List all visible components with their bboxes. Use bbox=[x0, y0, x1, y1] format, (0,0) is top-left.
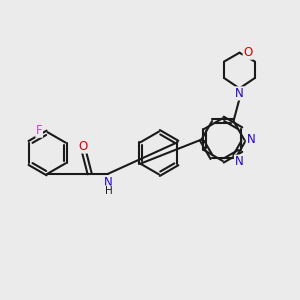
Text: F: F bbox=[36, 124, 42, 137]
Text: N: N bbox=[246, 133, 255, 146]
Text: N: N bbox=[235, 155, 243, 168]
Text: O: O bbox=[78, 140, 88, 153]
Text: H: H bbox=[105, 186, 112, 196]
Text: O: O bbox=[243, 46, 252, 59]
Text: N: N bbox=[235, 87, 244, 100]
Text: N: N bbox=[104, 176, 113, 189]
